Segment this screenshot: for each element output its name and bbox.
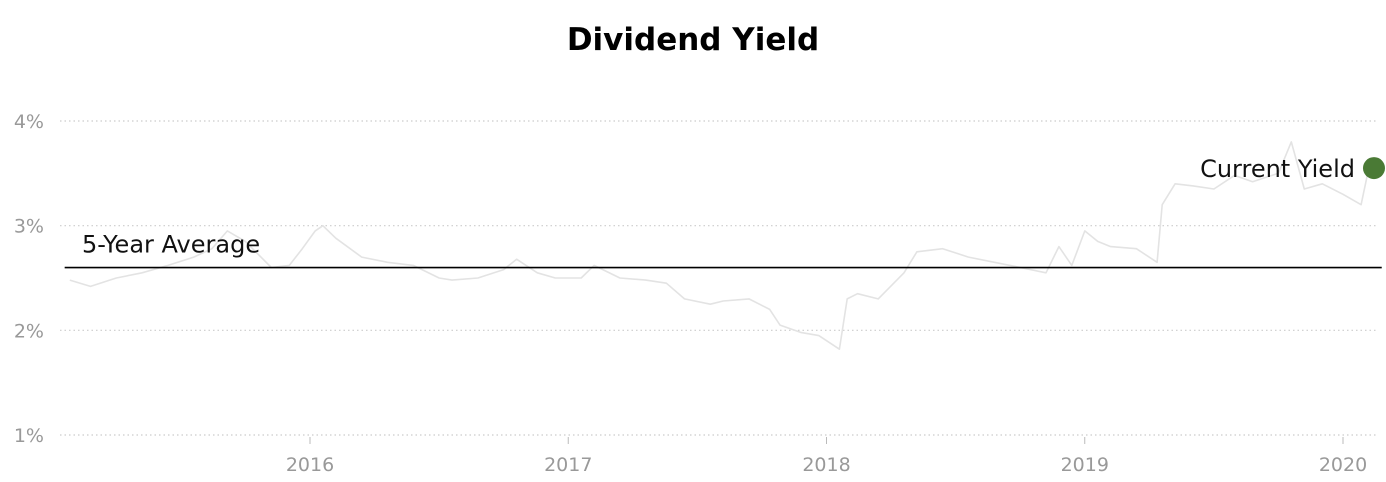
y-tick-label: 1% — [14, 425, 44, 447]
y-tick-label: 3% — [14, 216, 44, 238]
average-label: 5-Year Average — [82, 231, 260, 259]
x-tick-label: 2019 — [1061, 454, 1109, 476]
current-yield-label: Current Yield — [1200, 155, 1355, 183]
gridlines — [60, 120, 1378, 436]
x-tick-label: 2018 — [802, 454, 850, 476]
chart-title: Dividend Yield — [566, 22, 820, 58]
y-tick-label: 4% — [14, 111, 44, 133]
x-tick-label: 2017 — [544, 454, 592, 476]
annotations: 5-Year Average Current Yield — [82, 155, 1385, 259]
y-tick-label: 2% — [14, 320, 44, 342]
yield-line — [69, 141, 1370, 351]
x-tick-label: 2016 — [286, 454, 334, 476]
current-yield-marker — [1362, 157, 1385, 180]
series-layer — [64, 141, 1382, 351]
x-tick-label: 2020 — [1319, 454, 1367, 476]
y-axis: 4% 3% 2% 1% — [14, 111, 44, 447]
x-axis: 2016 2017 2018 2019 2020 — [286, 437, 1367, 476]
